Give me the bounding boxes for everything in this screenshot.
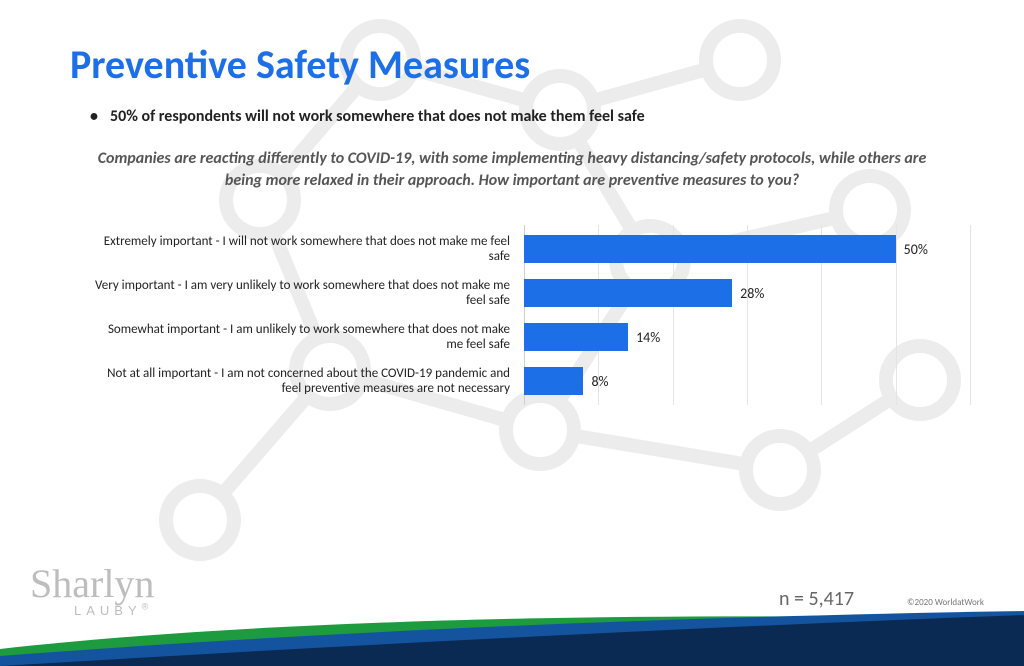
grid-line [673, 313, 674, 361]
grid-line [896, 269, 897, 317]
grid-line [821, 313, 822, 361]
grid-line [970, 225, 971, 273]
plot-cell: 8% [524, 359, 970, 403]
bar [524, 367, 583, 395]
grid-line [673, 357, 674, 405]
chart-row: Very important - I am very unlikely to w… [90, 271, 970, 315]
grid-line [747, 357, 748, 405]
grid-line [970, 357, 971, 405]
bar-value-label: 50% [904, 235, 928, 263]
bar-value-label: 8% [591, 367, 608, 395]
grid-line [896, 357, 897, 405]
slide-title: Preventive Safety Measures [70, 40, 964, 89]
grid-line [821, 269, 822, 317]
chart-row: Somewhat important - I am unlikely to wo… [90, 315, 970, 359]
chart-row: Extremely important - I will not work so… [90, 227, 970, 271]
plot-cell: 14% [524, 315, 970, 359]
category-label: Very important - I am very unlikely to w… [90, 278, 524, 309]
grid-line [896, 313, 897, 361]
category-label: Not at all important - I am not concerne… [90, 366, 524, 397]
category-label: Extremely important - I will not work so… [90, 234, 524, 265]
key-finding-bullet: • 50% of respondents will not work somew… [90, 107, 964, 126]
plot-cell: 50% [524, 227, 970, 271]
bar-chart: Extremely important - I will not work so… [90, 227, 970, 403]
bar-value-label: 14% [636, 323, 660, 351]
survey-question: Companies are reacting differently to CO… [92, 148, 932, 191]
plot-cell: 28% [524, 271, 970, 315]
copyright-text: ©2020 WorldatWork [907, 597, 984, 608]
sample-size: n = 5,417 [779, 587, 854, 611]
category-label: Somewhat important - I am unlikely to wo… [90, 322, 524, 353]
bullet-dot-icon: • [90, 107, 98, 126]
bar [524, 279, 732, 307]
grid-line [970, 269, 971, 317]
key-finding-text: 50% of respondents will not work somewhe… [110, 107, 645, 126]
grid-line [970, 313, 971, 361]
chart-row: Not at all important - I am not concerne… [90, 359, 970, 403]
footer-swoosh-graphic [0, 611, 1024, 666]
grid-line [821, 357, 822, 405]
bar [524, 235, 896, 263]
signature-first-name: Sharlyn [30, 566, 154, 602]
grid-line [747, 313, 748, 361]
bar [524, 323, 628, 351]
grid-line [896, 225, 897, 273]
bar-value-label: 28% [740, 279, 764, 307]
